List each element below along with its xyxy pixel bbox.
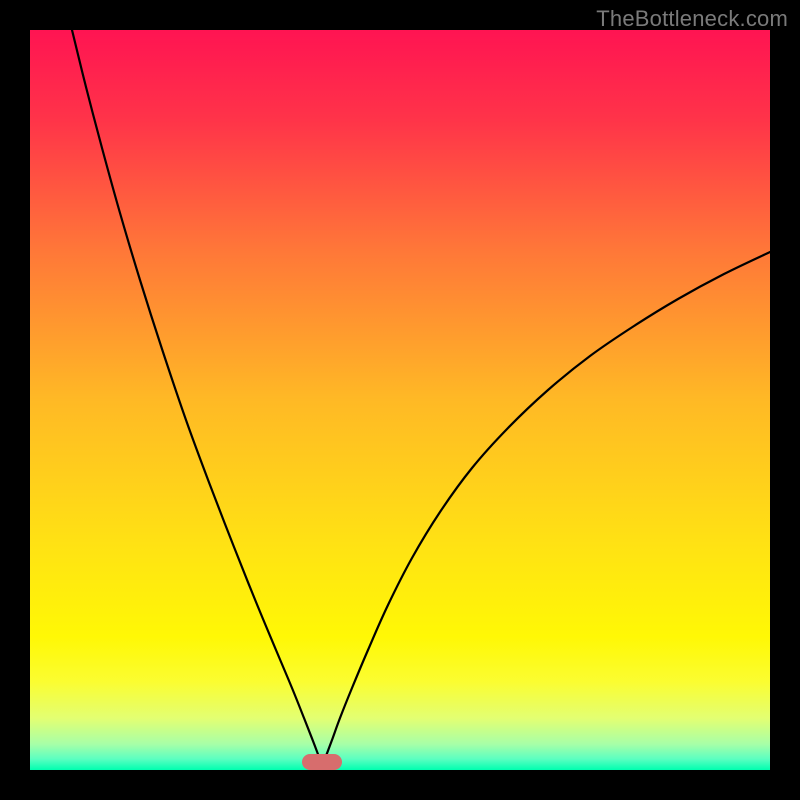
bottleneck-chart — [30, 30, 770, 770]
curve-left-branch — [72, 30, 322, 766]
minimum-marker — [302, 754, 342, 770]
watermark-text: TheBottleneck.com — [596, 6, 788, 32]
bottleneck-curve — [30, 30, 770, 770]
curve-right-branch — [322, 252, 770, 766]
